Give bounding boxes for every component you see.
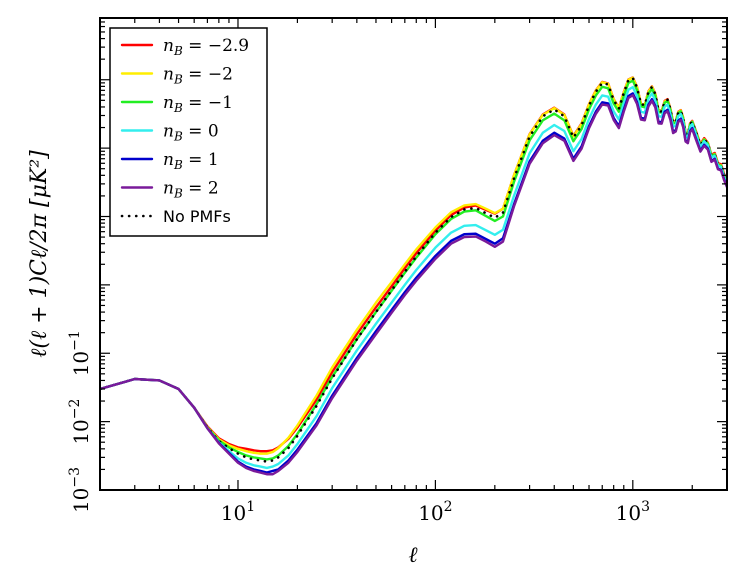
x-tick-label: 102 xyxy=(418,499,452,525)
legend-label: nB = 2 xyxy=(163,179,219,201)
y-axis-label: ℓ(ℓ + 1)Cℓ/2π [μK²] xyxy=(27,150,52,358)
series-line-6 xyxy=(100,94,727,476)
x-tick-label: 101 xyxy=(221,499,255,525)
legend-label: nB = −2.9 xyxy=(163,36,249,58)
legend-label: nB = 1 xyxy=(163,150,219,172)
series-line-4 xyxy=(100,85,727,470)
legend-label: nB = −2 xyxy=(163,65,233,87)
legend: nB = −2.9 nB = −2 nB = −1 nB = 0 nB = 1 nB = … xyxy=(109,27,268,237)
tick-labels-layer: 101 102 103 10−3 10−2 10−1 xyxy=(67,330,650,525)
x-tick-label: 103 xyxy=(616,499,650,525)
y-tick-label: 10−1 xyxy=(67,330,93,376)
x-axis-label: ℓ xyxy=(408,543,418,568)
y-tick-label: 10−2 xyxy=(67,399,93,445)
series-layer xyxy=(100,76,727,476)
y-tick-label: 10−3 xyxy=(67,467,93,513)
legend-box xyxy=(109,27,268,237)
plot-frame xyxy=(99,17,728,491)
ticks-layer xyxy=(99,17,728,491)
legend-label: nB = −1 xyxy=(163,93,233,115)
legend-label: No PMFs xyxy=(163,207,231,226)
legend-label: nB = 0 xyxy=(163,122,219,144)
